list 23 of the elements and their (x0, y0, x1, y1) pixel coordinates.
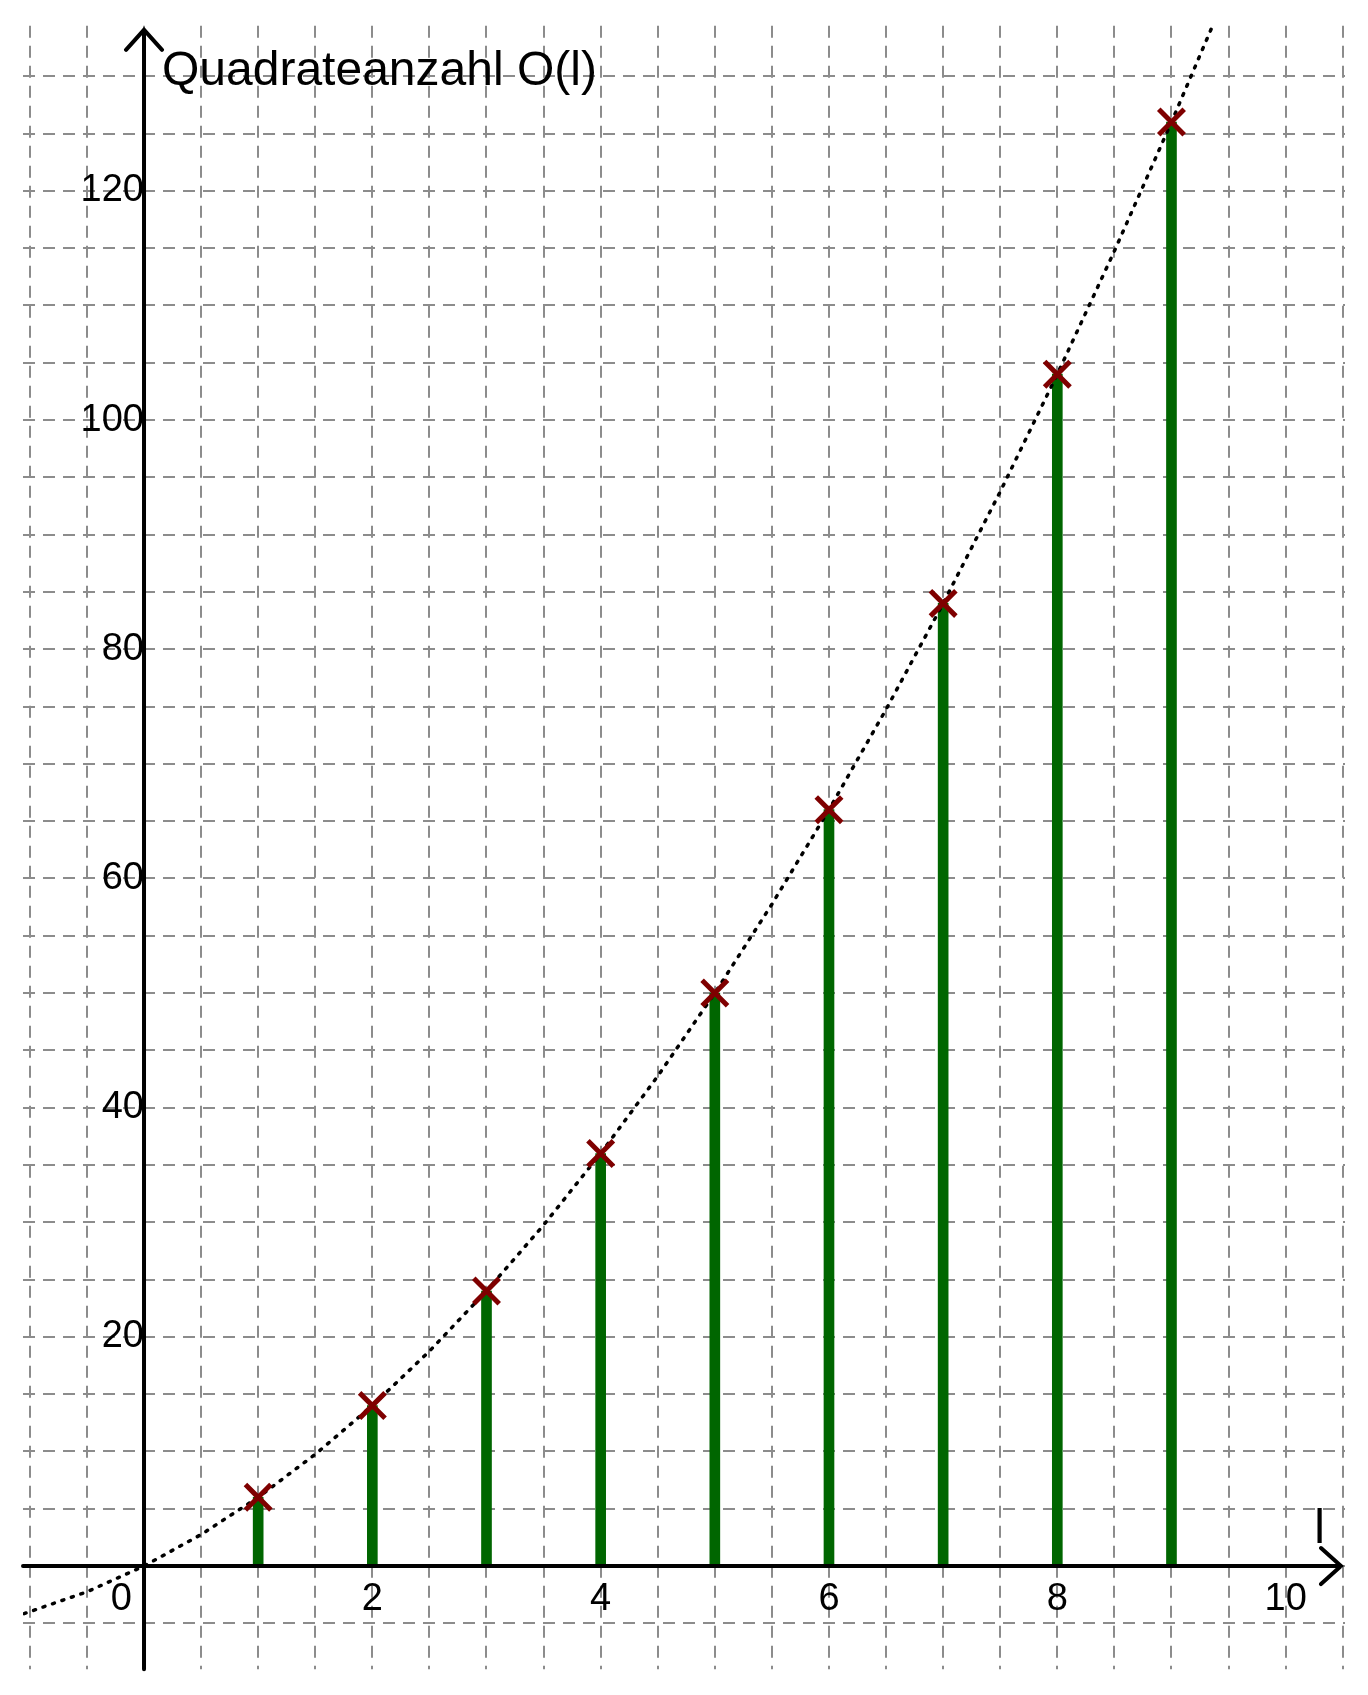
bar (367, 1405, 378, 1566)
y-tick-label: 20 (101, 1313, 145, 1356)
y-tick-label: 80 (101, 625, 145, 668)
y-tick-label: 40 (101, 1084, 145, 1127)
y-tick-label: 120 (80, 167, 145, 210)
x-tick-label: 0 (110, 1575, 133, 1618)
bar (823, 809, 835, 1566)
y-tick-label: 60 (101, 854, 145, 897)
x-tick-label: 8 (1046, 1575, 1068, 1618)
x-axis-title: l (1314, 1500, 1325, 1554)
y-tick-label: 100 (80, 396, 145, 439)
x-tick-label: 6 (818, 1575, 840, 1618)
bar (1051, 373, 1063, 1566)
y-axis-title: Quadrateanzahl O(l) (162, 42, 597, 96)
bar (937, 603, 949, 1566)
bar (1166, 121, 1177, 1566)
bar (595, 1153, 606, 1566)
bar (252, 1496, 264, 1566)
x-tick-label: 10 (1264, 1575, 1307, 1618)
x-tick-label: 2 (361, 1575, 383, 1618)
bar (709, 992, 721, 1566)
x-tick-label: 4 (590, 1575, 612, 1618)
bar (481, 1290, 492, 1566)
